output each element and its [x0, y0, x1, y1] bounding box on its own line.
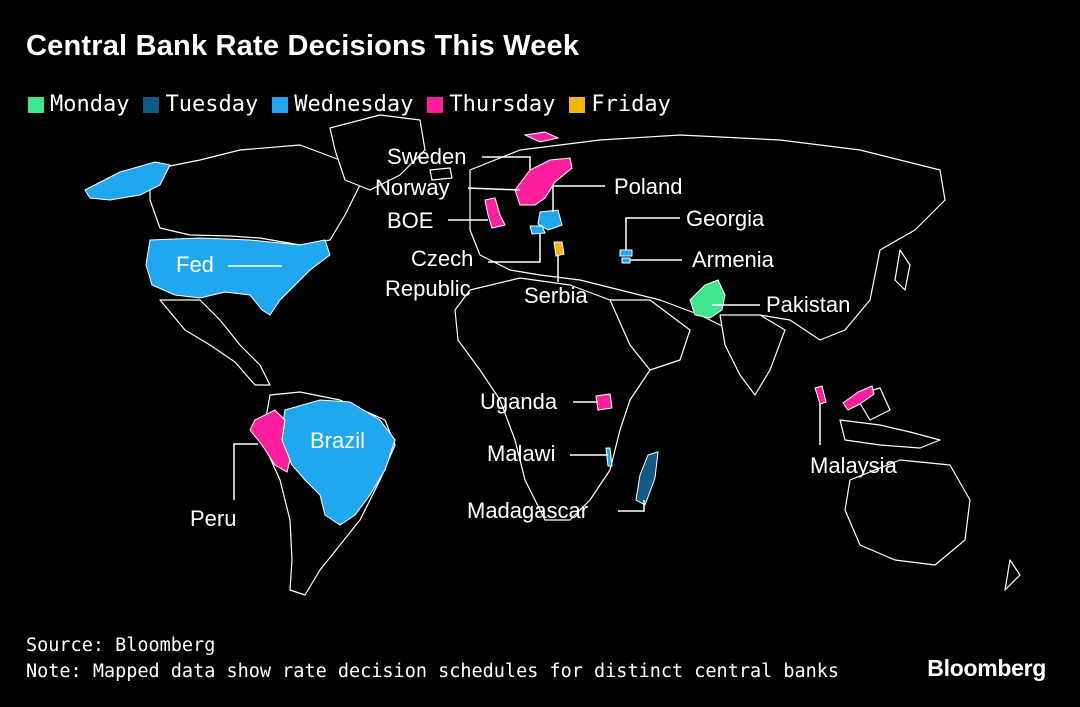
label-pakistan: Pakistan [766, 292, 850, 317]
country-malawi [605, 447, 613, 467]
label-poland: Poland [614, 174, 683, 199]
label-armenia: Armenia [692, 247, 775, 272]
country-malaysia-peninsula [814, 385, 827, 405]
leader-poland [552, 185, 605, 212]
land-central-america [159, 299, 271, 386]
country-armenia [621, 257, 631, 264]
legend-swatch-monday [28, 96, 44, 113]
land-india [719, 314, 786, 396]
legend-swatch-friday [569, 96, 586, 113]
country-uk [484, 197, 506, 229]
label-madagascar: Madagascar [467, 498, 588, 523]
bloomberg-logo: Bloomberg [927, 655, 1046, 681]
country-malaysia-borneo [842, 385, 875, 411]
source-text: Source: Bloomberg [26, 635, 216, 656]
legend-item-thursday: Thursday [427, 92, 555, 117]
land-new-zealand [1004, 559, 1021, 591]
country-georgia [619, 249, 633, 257]
legend-swatch-tuesday [143, 96, 160, 113]
legend-item-tuesday: Tuesday [143, 92, 258, 117]
label-malawi: Malawi [487, 441, 555, 466]
page-title: Central Bank Rate Decisions This Week [26, 30, 580, 62]
leader-norway [467, 187, 521, 191]
land-australia [844, 459, 971, 566]
legend: Monday Tuesday Wednesday Thursday Friday [28, 92, 671, 117]
country-brazil [279, 399, 396, 526]
land-japan [894, 249, 911, 291]
country-usa [145, 237, 331, 316]
land-greenland [329, 114, 426, 191]
label-norway: Norway [375, 175, 450, 200]
label-serbia: Serbia [524, 283, 588, 308]
legend-item-friday: Friday [569, 92, 671, 117]
country-uganda [595, 393, 613, 411]
label-sweden: Sweden [387, 144, 467, 169]
country-serbia [553, 241, 565, 257]
label-czech-line1: Czech [411, 246, 473, 271]
legend-item-monday: Monday [28, 92, 129, 117]
leader-czech [488, 234, 541, 263]
legend-label-wednesday: Wednesday [294, 92, 414, 117]
label-uganda: Uganda [480, 389, 558, 414]
country-poland [537, 209, 563, 231]
leader-georgia [625, 217, 680, 250]
label-brazil: Brazil [310, 428, 365, 453]
country-alaska [84, 161, 171, 201]
legend-label-thursday: Thursday [449, 92, 556, 117]
country-scandinavia [514, 157, 573, 206]
country-pakistan [689, 279, 726, 319]
label-georgia: Georgia [686, 206, 765, 231]
label-boe: BOE [387, 208, 433, 233]
land-indonesia [839, 419, 941, 449]
leader-peru [233, 443, 258, 500]
country-peru [249, 409, 291, 473]
legend-label-friday: Friday [591, 92, 671, 117]
label-fed: Fed [176, 252, 214, 277]
land-arabia [609, 299, 691, 371]
country-czech [529, 225, 546, 235]
label-peru: Peru [190, 506, 236, 531]
legend-label-monday: Monday [50, 92, 130, 117]
legend-item-wednesday: Wednesday [272, 92, 413, 117]
country-svalbard [523, 131, 560, 143]
land-iceland [429, 167, 453, 181]
legend-swatch-thursday [427, 96, 444, 113]
land-canada [149, 144, 361, 246]
note-text: Note: Mapped data show rate decision sch… [26, 661, 840, 682]
legend-label-tuesday: Tuesday [165, 92, 259, 117]
legend-swatch-wednesday [272, 96, 289, 113]
leader-sweden [482, 156, 531, 170]
label-malaysia: Malaysia [810, 453, 898, 478]
leader-madagascar [618, 500, 645, 512]
country-madagascar [635, 451, 659, 506]
label-czech-line2: Republic [385, 276, 471, 301]
